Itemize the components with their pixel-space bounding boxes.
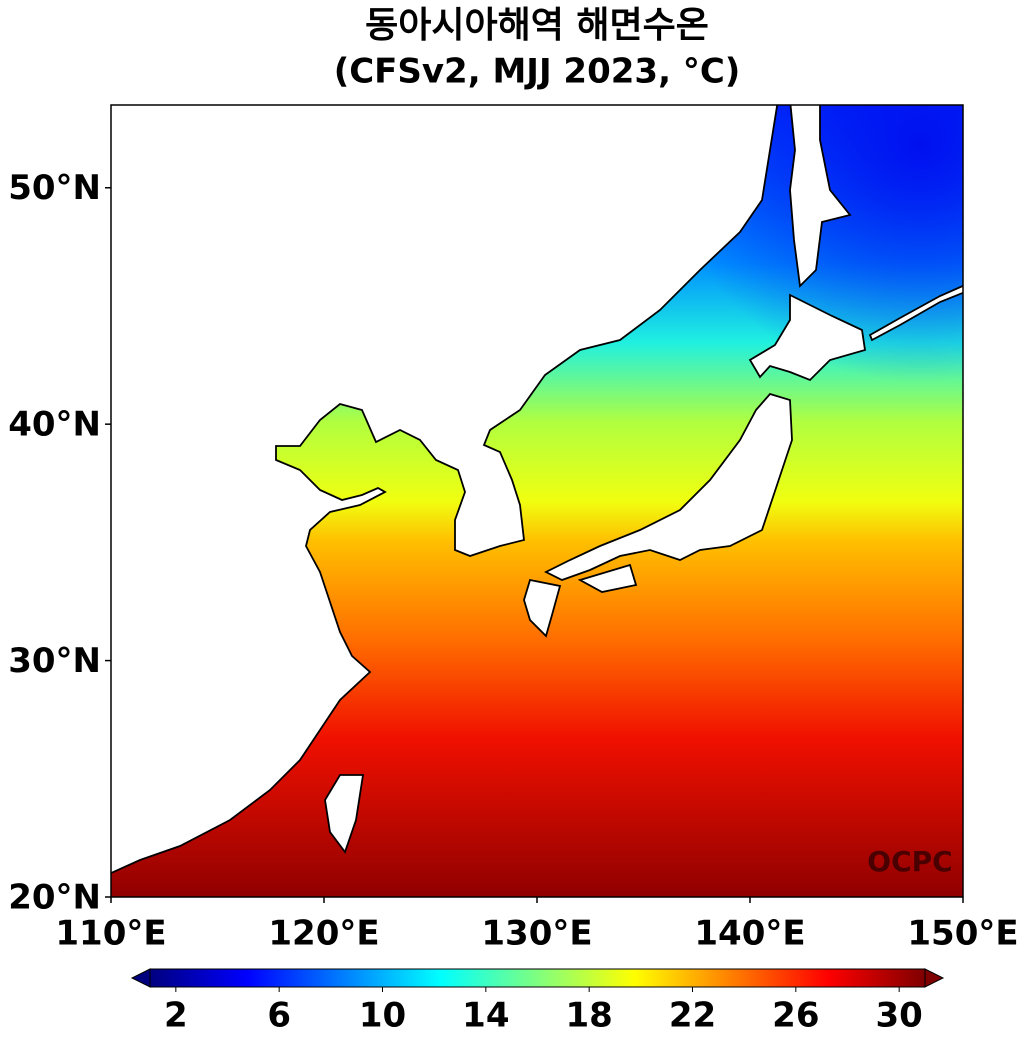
x-tick-label: 130°E	[481, 914, 592, 954]
x-tick-label: 120°E	[268, 914, 379, 954]
colorbar-tick-label: 18	[566, 996, 613, 1036]
sakhalin	[789, 105, 852, 288]
y-tick-label: 40°N	[8, 405, 101, 445]
taiwan	[324, 774, 365, 854]
colorbar-tick-label: 22	[669, 996, 716, 1036]
x-tick-label: 110°E	[55, 914, 166, 954]
continent	[111, 105, 779, 875]
hokkaido	[748, 293, 867, 382]
x-tick-label: 140°E	[694, 914, 805, 954]
colorbar-tick-label: 6	[267, 996, 291, 1036]
colorbar-tick-label: 2	[164, 996, 188, 1036]
colorbar-low-extend	[130, 968, 151, 988]
colorbar-high-extend	[924, 968, 945, 988]
colorbar	[149, 968, 926, 988]
shikoku	[577, 563, 638, 593]
watermark: OCPC	[867, 845, 952, 878]
subtitle: (CFSv2, MJJ 2023, °C)	[334, 52, 741, 92]
colorbar-tick-label: 26	[772, 996, 819, 1036]
y-tick-label: 50°N	[8, 168, 101, 208]
honshu	[543, 392, 793, 581]
title: 동아시아해역 해면수온	[365, 5, 709, 46]
x-tick-label: 150°E	[907, 914, 1018, 954]
colorbar-tick-label: 10	[359, 996, 406, 1036]
map-area	[111, 105, 963, 897]
y-tick-label: 30°N	[8, 641, 101, 681]
colorbar-tick-label: 30	[876, 996, 923, 1036]
kuril-islands	[868, 284, 963, 342]
colorbar-tick-label: 14	[462, 996, 509, 1036]
kyushu	[523, 578, 562, 638]
y-tick-label: 20°N	[8, 878, 101, 918]
